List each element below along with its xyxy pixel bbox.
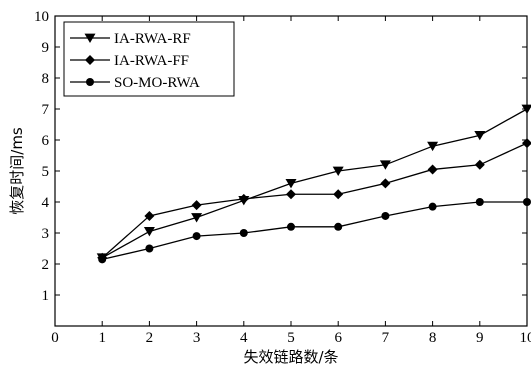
data-point bbox=[145, 244, 154, 253]
x-tick-label: 2 bbox=[146, 330, 154, 346]
x-tick-label: 5 bbox=[287, 330, 295, 346]
series-line bbox=[101, 142, 528, 259]
legend-item: IA-RWA-FF bbox=[70, 53, 189, 69]
series-layer bbox=[96, 104, 531, 264]
y-tick-label: 10 bbox=[34, 9, 49, 25]
data-point bbox=[522, 138, 531, 149]
legend-item: SO-MO-RWA bbox=[70, 75, 200, 91]
x-tick-label: 10 bbox=[520, 330, 531, 346]
x-tick-label: 8 bbox=[429, 330, 437, 346]
y-tick-label: 9 bbox=[42, 40, 50, 56]
series-so-mo-rwa bbox=[98, 198, 531, 264]
axes: 0 1 2 3 4 5 6 7 8 9 10 1 2 3 4 5 6 7 8 9 10 bbox=[34, 9, 531, 346]
y-tick-label: 3 bbox=[42, 226, 50, 242]
data-point bbox=[238, 193, 249, 204]
x-tick-label: 7 bbox=[382, 330, 390, 346]
legend-label: IA-RWA-RF bbox=[114, 31, 191, 47]
x-tick-label: 6 bbox=[334, 330, 342, 346]
data-point bbox=[334, 222, 343, 231]
legend: IA-RWA-RF IA-RWA-FF SO-MO-RWA bbox=[63, 21, 235, 97]
y-tick-label: 6 bbox=[42, 133, 50, 149]
data-point bbox=[475, 198, 484, 206]
data-point bbox=[239, 229, 248, 237]
y-tick-label: 2 bbox=[42, 257, 50, 273]
data-point bbox=[521, 104, 531, 114]
y-tick-label: 5 bbox=[42, 164, 50, 180]
data-point bbox=[523, 198, 531, 206]
y-axis-label: 恢复时间/ms bbox=[8, 127, 26, 215]
data-point bbox=[427, 164, 438, 175]
data-point bbox=[428, 202, 437, 211]
x-tick-label: 9 bbox=[476, 330, 484, 346]
data-point bbox=[427, 141, 439, 152]
data-point bbox=[381, 211, 390, 220]
legend-label: IA-RWA-FF bbox=[114, 53, 189, 69]
data-point bbox=[144, 210, 155, 221]
series-line bbox=[102, 201, 527, 260]
data-point bbox=[332, 166, 344, 176]
data-point bbox=[379, 160, 391, 170]
series-ia-rwa-ff bbox=[97, 138, 531, 263]
x-tick-label: 3 bbox=[193, 330, 201, 346]
legend-marker bbox=[86, 78, 94, 86]
data-point bbox=[192, 232, 201, 241]
x-tick-label: 0 bbox=[51, 330, 59, 346]
data-point bbox=[286, 189, 296, 200]
data-point bbox=[333, 189, 344, 200]
data-point bbox=[191, 200, 202, 211]
data-point bbox=[380, 178, 391, 189]
legend-label: SO-MO-RWA bbox=[114, 75, 200, 91]
legend-item: IA-RWA-RF bbox=[70, 31, 191, 47]
x-axis-label: 失效链路数/条 bbox=[243, 348, 338, 366]
legend-marker bbox=[85, 55, 95, 65]
data-point bbox=[474, 159, 485, 170]
data-point bbox=[474, 130, 486, 141]
y-tick-label: 4 bbox=[42, 195, 50, 211]
legend-marker bbox=[84, 33, 96, 43]
y-tick-label: 8 bbox=[42, 71, 50, 87]
data-point bbox=[98, 255, 107, 264]
data-point bbox=[143, 227, 155, 237]
data-point bbox=[285, 179, 297, 189]
series-ia-rwa-rf bbox=[96, 104, 531, 263]
y-tick-label: 7 bbox=[42, 102, 50, 118]
series-line bbox=[101, 108, 528, 259]
data-point bbox=[287, 222, 295, 231]
x-tick-label: 4 bbox=[240, 330, 248, 346]
y-tick-label: 1 bbox=[42, 288, 50, 304]
data-point bbox=[191, 213, 203, 223]
x-tick-label: 1 bbox=[98, 330, 106, 346]
